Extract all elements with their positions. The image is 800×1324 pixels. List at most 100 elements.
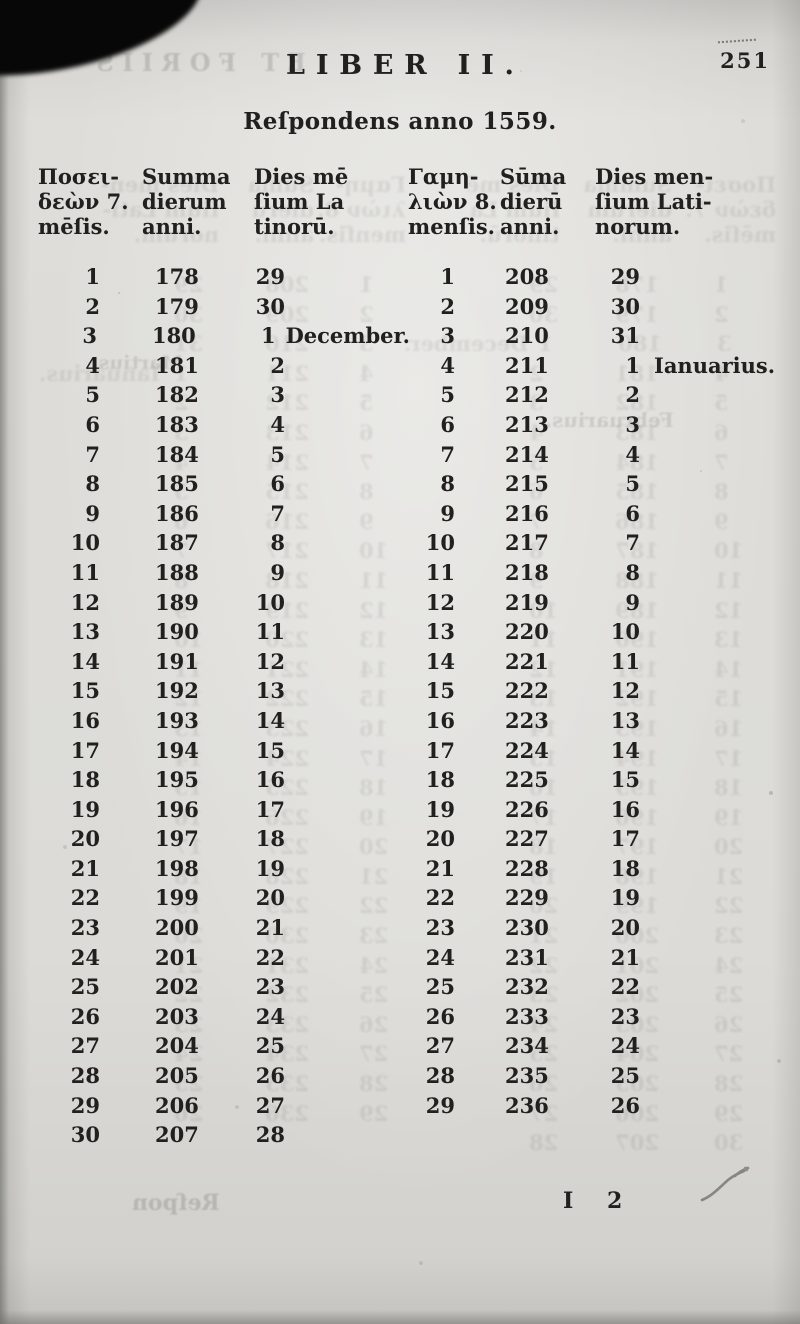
cell-latin-month-day: 26 — [610, 1092, 640, 1118]
cell-greek-month-day: 11 — [70, 559, 100, 585]
table-row: 4 211 1 Ianuarius. — [408, 353, 780, 383]
cell-greek-month-day: 16 — [425, 707, 455, 733]
cell-summa-dierum-anni: 228 — [505, 855, 549, 881]
cell-summa-dierum-anni: 225 — [505, 767, 549, 793]
running-header: LIBER II. — [286, 50, 525, 81]
table-row: 27 204 25 — [38, 1033, 410, 1063]
cell-greek-month-day: 24 — [425, 944, 455, 970]
cell-latin-month-day: 2 — [625, 382, 640, 408]
cell-latin-month-day: 12 — [255, 648, 285, 674]
table-row: 1 208 29 — [408, 264, 780, 294]
cell-summa-dierum-anni: 209 — [505, 293, 549, 319]
cell-summa-dierum-anni: 202 — [155, 974, 199, 1000]
table-row: 15 192 13 — [38, 678, 410, 708]
table-row: 21 198 19 — [38, 856, 410, 886]
table-title: Reſpondens anno 1559. — [243, 108, 557, 135]
cell-latin-month-day: 19 — [255, 855, 285, 881]
table-row: 9 216 6 — [408, 501, 780, 531]
cell-latin-month-day: 17 — [610, 826, 640, 852]
cell-latin-month-day: 31 — [610, 323, 640, 349]
cell-latin-month-day: 22 — [255, 944, 285, 970]
cell-summa-dierum-anni: 189 — [155, 589, 199, 615]
cell-latin-month-day: 7 — [270, 500, 285, 526]
table-row: 20 197 18 — [38, 826, 410, 856]
cell-greek-month-day: 17 — [70, 737, 100, 763]
cell-summa-dierum-anni: 213 — [505, 411, 549, 437]
table-row: 24 201 22 — [38, 945, 410, 975]
cell-summa-dierum-anni: 224 — [505, 737, 549, 763]
cell-latin-month-day: 20 — [255, 885, 285, 911]
cell-summa-dierum-anni: 191 — [155, 648, 199, 674]
cell-greek-month-day: 1 — [85, 264, 100, 289]
cell-summa-dierum-anni: 203 — [155, 1003, 199, 1029]
cell-greek-month-day: 15 — [70, 678, 100, 704]
calendar-tables: Ποσει- δεὼν 7. mēſis. Summa dierum anni.… — [0, 158, 800, 1168]
cell-latin-month-day: 30 — [610, 293, 640, 319]
cell-latin-month-day: 27 — [255, 1092, 285, 1118]
cell-greek-month-day: 23 — [425, 915, 455, 941]
cell-latin-month-day: 16 — [610, 796, 640, 822]
cell-summa-dierum-anni: 215 — [505, 471, 549, 497]
page-number-text: 251 — [720, 48, 770, 73]
cell-latin-month-day: 2 — [270, 352, 285, 378]
column-header-greek-month: Ποσει- δεὼν 7. mēſis. — [38, 164, 129, 239]
cell-greek-month-day: 29 — [425, 1092, 455, 1118]
table-row: 2 179 30 — [38, 294, 410, 324]
cell-greek-month-day: 23 — [70, 915, 100, 941]
cell-greek-month-day: 18 — [70, 767, 100, 793]
cell-latin-month-day: 10 — [255, 589, 285, 615]
cell-summa-dierum-anni: 178 — [155, 264, 199, 289]
pen-mark — [700, 1166, 750, 1202]
table-poseideon-december: Ποσει- δεὼν 7. mēſis. Summa dierum anni.… — [38, 158, 410, 1152]
table-row: 1 178 29 — [38, 264, 410, 294]
cell-latin-month-day: 19 — [610, 885, 640, 911]
cell-latin-month-day: 25 — [255, 1033, 285, 1059]
table-row: 2 209 30 — [408, 294, 780, 324]
cell-summa-dierum-anni: 204 — [155, 1033, 199, 1059]
cell-latin-month-day: 29 — [255, 264, 285, 289]
table-row: 16 193 14 — [38, 708, 410, 738]
cell-summa-dierum-anni: 227 — [505, 826, 549, 852]
cell-greek-month-day: 20 — [425, 826, 455, 852]
bleedthrough-catchword: Reſpon — [132, 1190, 220, 1216]
cell-summa-dierum-anni: 179 — [155, 293, 199, 319]
cell-greek-month-day: 2 — [440, 293, 455, 319]
table-row: 7 214 4 — [408, 442, 780, 472]
cell-summa-dierum-anni: 197 — [155, 826, 199, 852]
cell-latin-month-day: 13 — [610, 707, 640, 733]
cell-greek-month-day: 4 — [440, 352, 455, 378]
table-row: 3 210 31 — [408, 323, 780, 353]
cell-greek-month-day: 13 — [70, 619, 100, 645]
cell-latin-month-day: 3 — [270, 382, 285, 408]
cell-greek-month-day: 4 — [85, 352, 100, 378]
table-row: 26 203 24 — [38, 1004, 410, 1034]
cell-greek-month-day: 26 — [70, 1003, 100, 1029]
cell-summa-dierum-anni: 201 — [155, 944, 199, 970]
cell-latin-month-day: 14 — [255, 707, 285, 733]
cell-greek-month-day: 5 — [85, 382, 100, 408]
table-row: 14 221 11 — [408, 649, 780, 679]
cell-greek-month-day: 27 — [70, 1033, 100, 1059]
cell-latin-month-day: 17 — [255, 796, 285, 822]
table-row: 19 196 17 — [38, 797, 410, 827]
table-row: 15 222 12 — [408, 678, 780, 708]
cell-summa-dierum-anni: 231 — [505, 944, 549, 970]
cell-summa-dierum-anni: 180 — [151, 323, 196, 349]
cell-latin-month-day: 6 — [270, 471, 285, 497]
cell-greek-month-day: 14 — [70, 648, 100, 674]
cell-greek-month-day: 28 — [70, 1063, 100, 1089]
cell-summa-dierum-anni: 199 — [155, 885, 199, 911]
cell-latin-month-day: 1 — [625, 352, 640, 378]
table-row: 13 220 10 — [408, 619, 780, 649]
cell-summa-dierum-anni: 183 — [155, 411, 199, 437]
cell-summa-dierum-anni: 214 — [505, 441, 549, 467]
cell-summa-dierum-anni: 230 — [505, 915, 549, 941]
cell-latin-month-day: 24 — [255, 1003, 285, 1029]
table-row: 3 180 1 December. — [38, 323, 410, 353]
cell-greek-month-day: 22 — [70, 885, 100, 911]
cell-summa-dierum-anni: 226 — [505, 796, 549, 822]
cell-greek-month-day: 5 — [440, 382, 455, 408]
table-row: 29 236 26 — [408, 1093, 780, 1123]
table-row: 18 195 16 — [38, 767, 410, 797]
